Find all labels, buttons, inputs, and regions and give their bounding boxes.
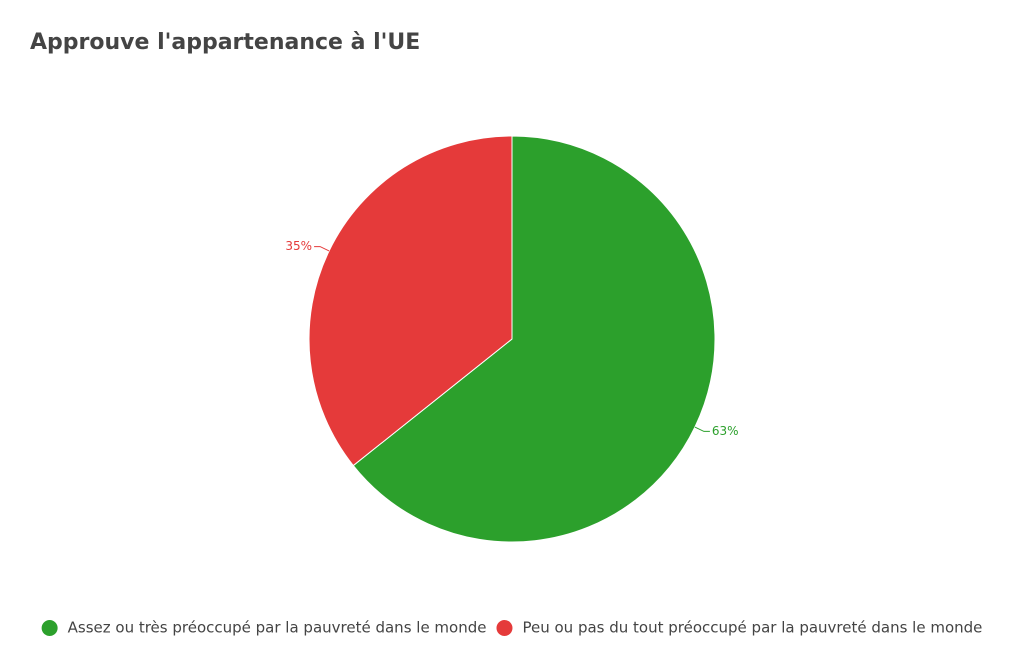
pie-slice (308, 135, 513, 467)
data-label: 63% (712, 424, 739, 438)
legend-marker (496, 620, 513, 636)
legend-label: Assez ou très préoccupé par la pauvreté … (68, 619, 487, 637)
legend: Assez ou très préoccupé par la pauvreté … (41, 619, 982, 637)
leader-line (314, 246, 330, 252)
legend-marker (41, 620, 58, 636)
data-label: 35% (285, 239, 312, 253)
legend-label: Peu ou pas du tout préoccupé par la pauv… (522, 619, 982, 637)
chart-title: Approuve l'appartenance à l'UE (30, 30, 420, 55)
leader-line (694, 426, 710, 432)
